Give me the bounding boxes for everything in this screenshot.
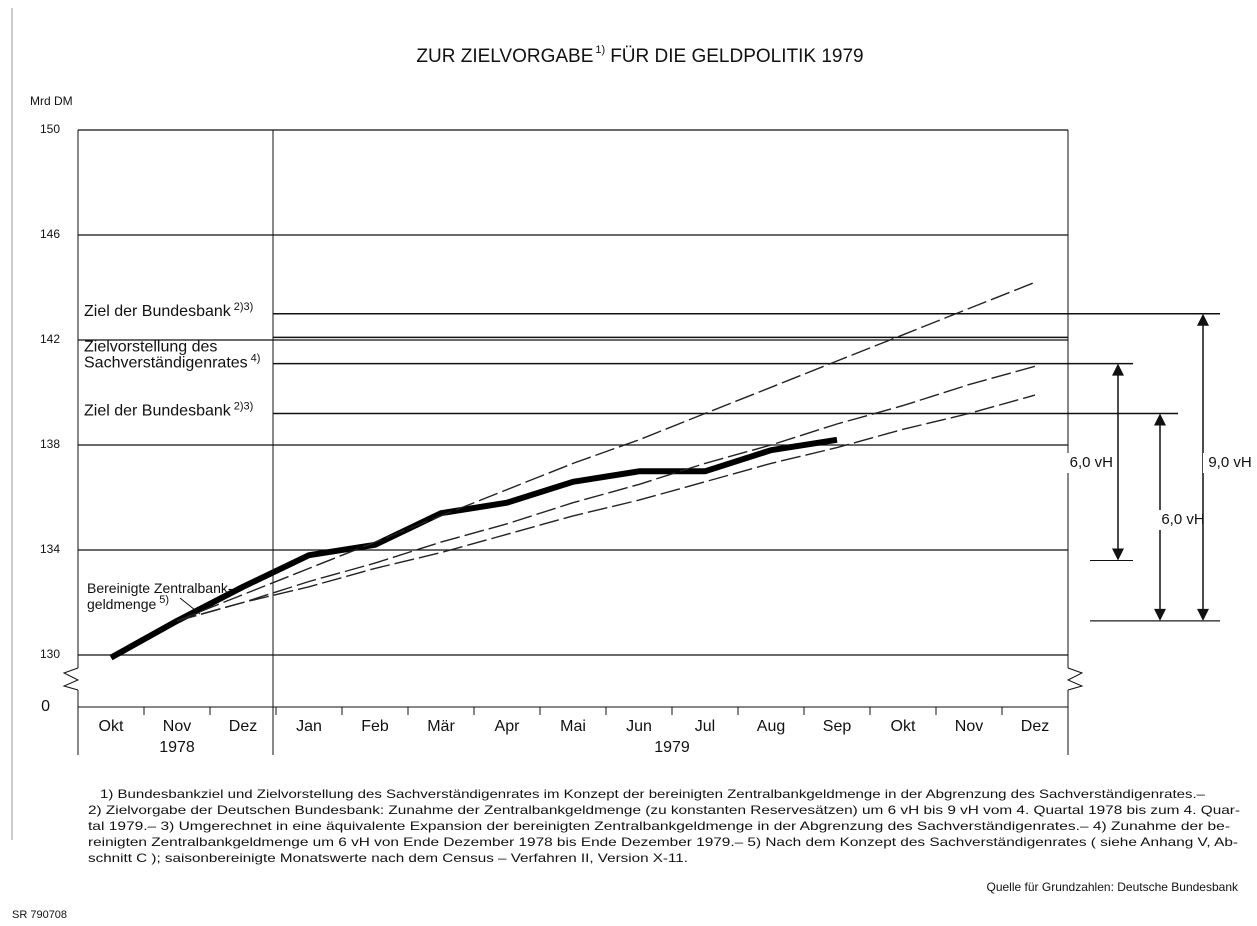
arrow-head (1197, 608, 1209, 621)
reference-label: Sachverständigenrates 4) (84, 353, 260, 372)
reference-label: Ziel der Bundesbank 2)3) (84, 301, 253, 320)
code: SR 790708 (12, 909, 67, 921)
arrow-head (1154, 413, 1166, 426)
data-line (109, 436, 838, 661)
span-label: 9,0 vH (1208, 454, 1251, 471)
reference-label-text: Zielvorstellung des (84, 339, 217, 356)
x-tick-label: Jan (296, 718, 322, 735)
x-tick-label: Okt (99, 718, 124, 735)
y-tick-label: 0 (41, 698, 50, 715)
y-tick-label: 142 (40, 332, 60, 346)
x-tick-label: Nov (163, 718, 191, 735)
source: Quelle für Grundzahlen: Deutsche Bundesb… (987, 880, 1239, 894)
y-tick-label: 130 (40, 647, 60, 661)
footnote: tal 1979.– 3) Umgerechnet in eine äquiva… (88, 819, 1230, 833)
reference-note: 2)3) (234, 400, 254, 412)
footnote: reinigten Zentralbankgeldmenge um 6 vH v… (88, 835, 1238, 849)
footnote: 1) Bundesbankziel und Zielvorstellung de… (100, 787, 1205, 801)
reference-label-text: Ziel der Bundesbank (84, 303, 232, 320)
x-tick-label: Mär (427, 718, 455, 735)
y-axis-label: Mrd DM (30, 94, 73, 108)
footnote: 2) Zielvorgabe der Deutschen Bundesbank:… (88, 803, 1240, 817)
label-bg (1203, 453, 1257, 473)
target-line (176, 281, 1036, 622)
x-tick-label: Mai (560, 718, 586, 735)
y-tick-label: 150 (40, 122, 60, 136)
arrow-head (1112, 363, 1124, 376)
footnote: schnitt C ); saisonbereinigte Monatswert… (88, 851, 688, 865)
y-tick-label: 134 (40, 542, 60, 556)
reference-label: Zielvorstellung des (84, 339, 217, 356)
x-tick-label: Feb (361, 718, 389, 735)
span-label: 6,0 vH (1161, 511, 1204, 528)
target-line (176, 365, 1036, 622)
reference-note: 4) (251, 353, 261, 365)
x-tick-label: Okt (891, 718, 916, 735)
axis-break (1066, 667, 1084, 691)
y-tick-label: 146 (40, 227, 60, 241)
x-tick-label: Apr (495, 718, 521, 735)
x-tick-label: Dez (1021, 718, 1049, 735)
chart-title: ZUR ZIELVORGABE 1) FÜR DIE GELDPOLITIK 197… (416, 44, 863, 67)
series-label: geldmenge 5) (87, 594, 169, 612)
arrow-head (1154, 608, 1166, 621)
axis-break (62, 667, 80, 691)
reference-label-text: Sachverständigenrates (84, 355, 248, 372)
x-tick-label: Nov (955, 718, 983, 735)
reference-label: Ziel der Bundesbank 2)3) (84, 400, 253, 419)
year-label: 1978 (159, 739, 195, 756)
reference-label-text: Ziel der Bundesbank (84, 403, 232, 420)
year-label: 1979 (654, 739, 690, 756)
x-tick-label: Dez (229, 718, 257, 735)
series-note: 5) (159, 594, 169, 606)
x-tick-label: Jul (695, 718, 715, 735)
reference-note: 2)3) (234, 301, 254, 313)
label-bg (1063, 453, 1117, 473)
y-tick-label: 138 (40, 437, 60, 451)
leader-line (179, 597, 201, 615)
title-text: ZUR ZIELVORGABE (416, 46, 593, 67)
span-label: 6,0 vH (1070, 454, 1113, 471)
x-tick-label: Aug (757, 718, 785, 735)
series-label: Bereinigte Zentralbank- (87, 580, 233, 596)
title-text: FÜR DIE GELDPOLITIK 1979 (610, 46, 863, 67)
title-note: 1) (595, 44, 605, 56)
target-line (176, 394, 1036, 622)
arrow-head (1197, 313, 1209, 326)
x-tick-label: Sep (823, 718, 852, 735)
series-label-text: Bereinigte Zentralbank- (87, 580, 233, 596)
series-label-text: geldmenge (87, 596, 156, 612)
arrow-head (1112, 548, 1124, 561)
x-tick-label: Jun (626, 718, 652, 735)
label-bg (1156, 510, 1210, 530)
